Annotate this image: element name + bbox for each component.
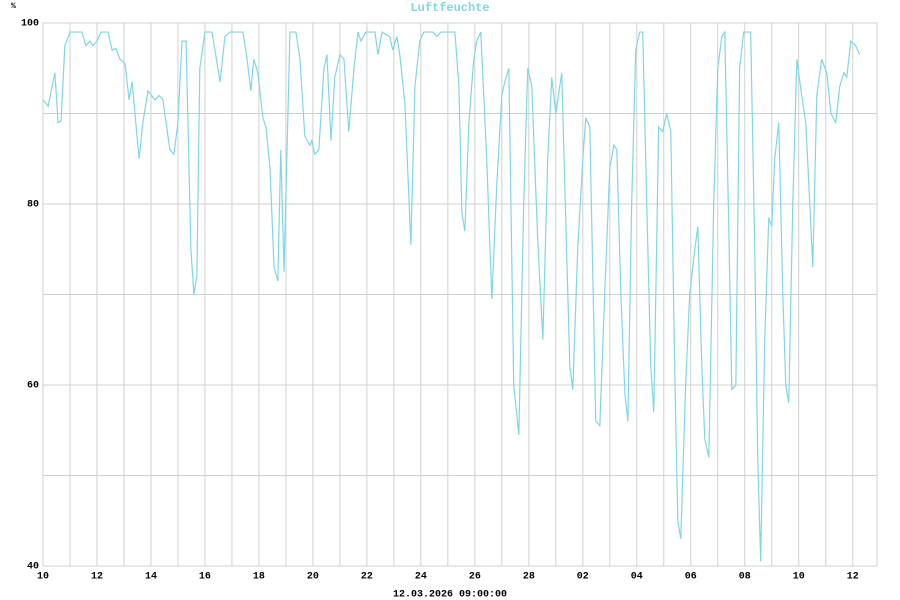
y-tick-label: 80 (27, 200, 39, 211)
x-tick-label: 08 (739, 572, 751, 583)
x-tick-label: 26 (469, 572, 481, 583)
x-tick-label: 14 (145, 572, 157, 583)
x-tick-label: 22 (361, 572, 373, 583)
x-tick-label: 18 (253, 572, 265, 583)
x-tick-label: 10 (793, 572, 805, 583)
x-tick-label: 16 (199, 572, 211, 583)
chart-subtitle: 12.03.2026 09:00:00 (393, 590, 507, 600)
x-tick-label: 02 (577, 572, 589, 583)
x-tick-label: 28 (523, 572, 535, 583)
x-tick-label: 12 (847, 572, 859, 583)
y-axis-label: % (11, 2, 16, 11)
x-tick-label: 12 (91, 572, 103, 583)
data-line (42, 30, 861, 562)
y-tick-label: 100 (21, 19, 39, 30)
x-tick-label: 06 (685, 572, 697, 583)
x-tick-label: 20 (307, 572, 319, 583)
y-tick-label: 40 (27, 562, 39, 573)
y-tick-label: 60 (27, 381, 39, 392)
plot-frame (42, 22, 878, 567)
x-tick-label: 04 (631, 572, 643, 583)
x-tick-label: 10 (37, 572, 49, 583)
chart-title: Luftfeuchte (410, 1, 489, 15)
x-tick-label: 24 (415, 572, 427, 583)
